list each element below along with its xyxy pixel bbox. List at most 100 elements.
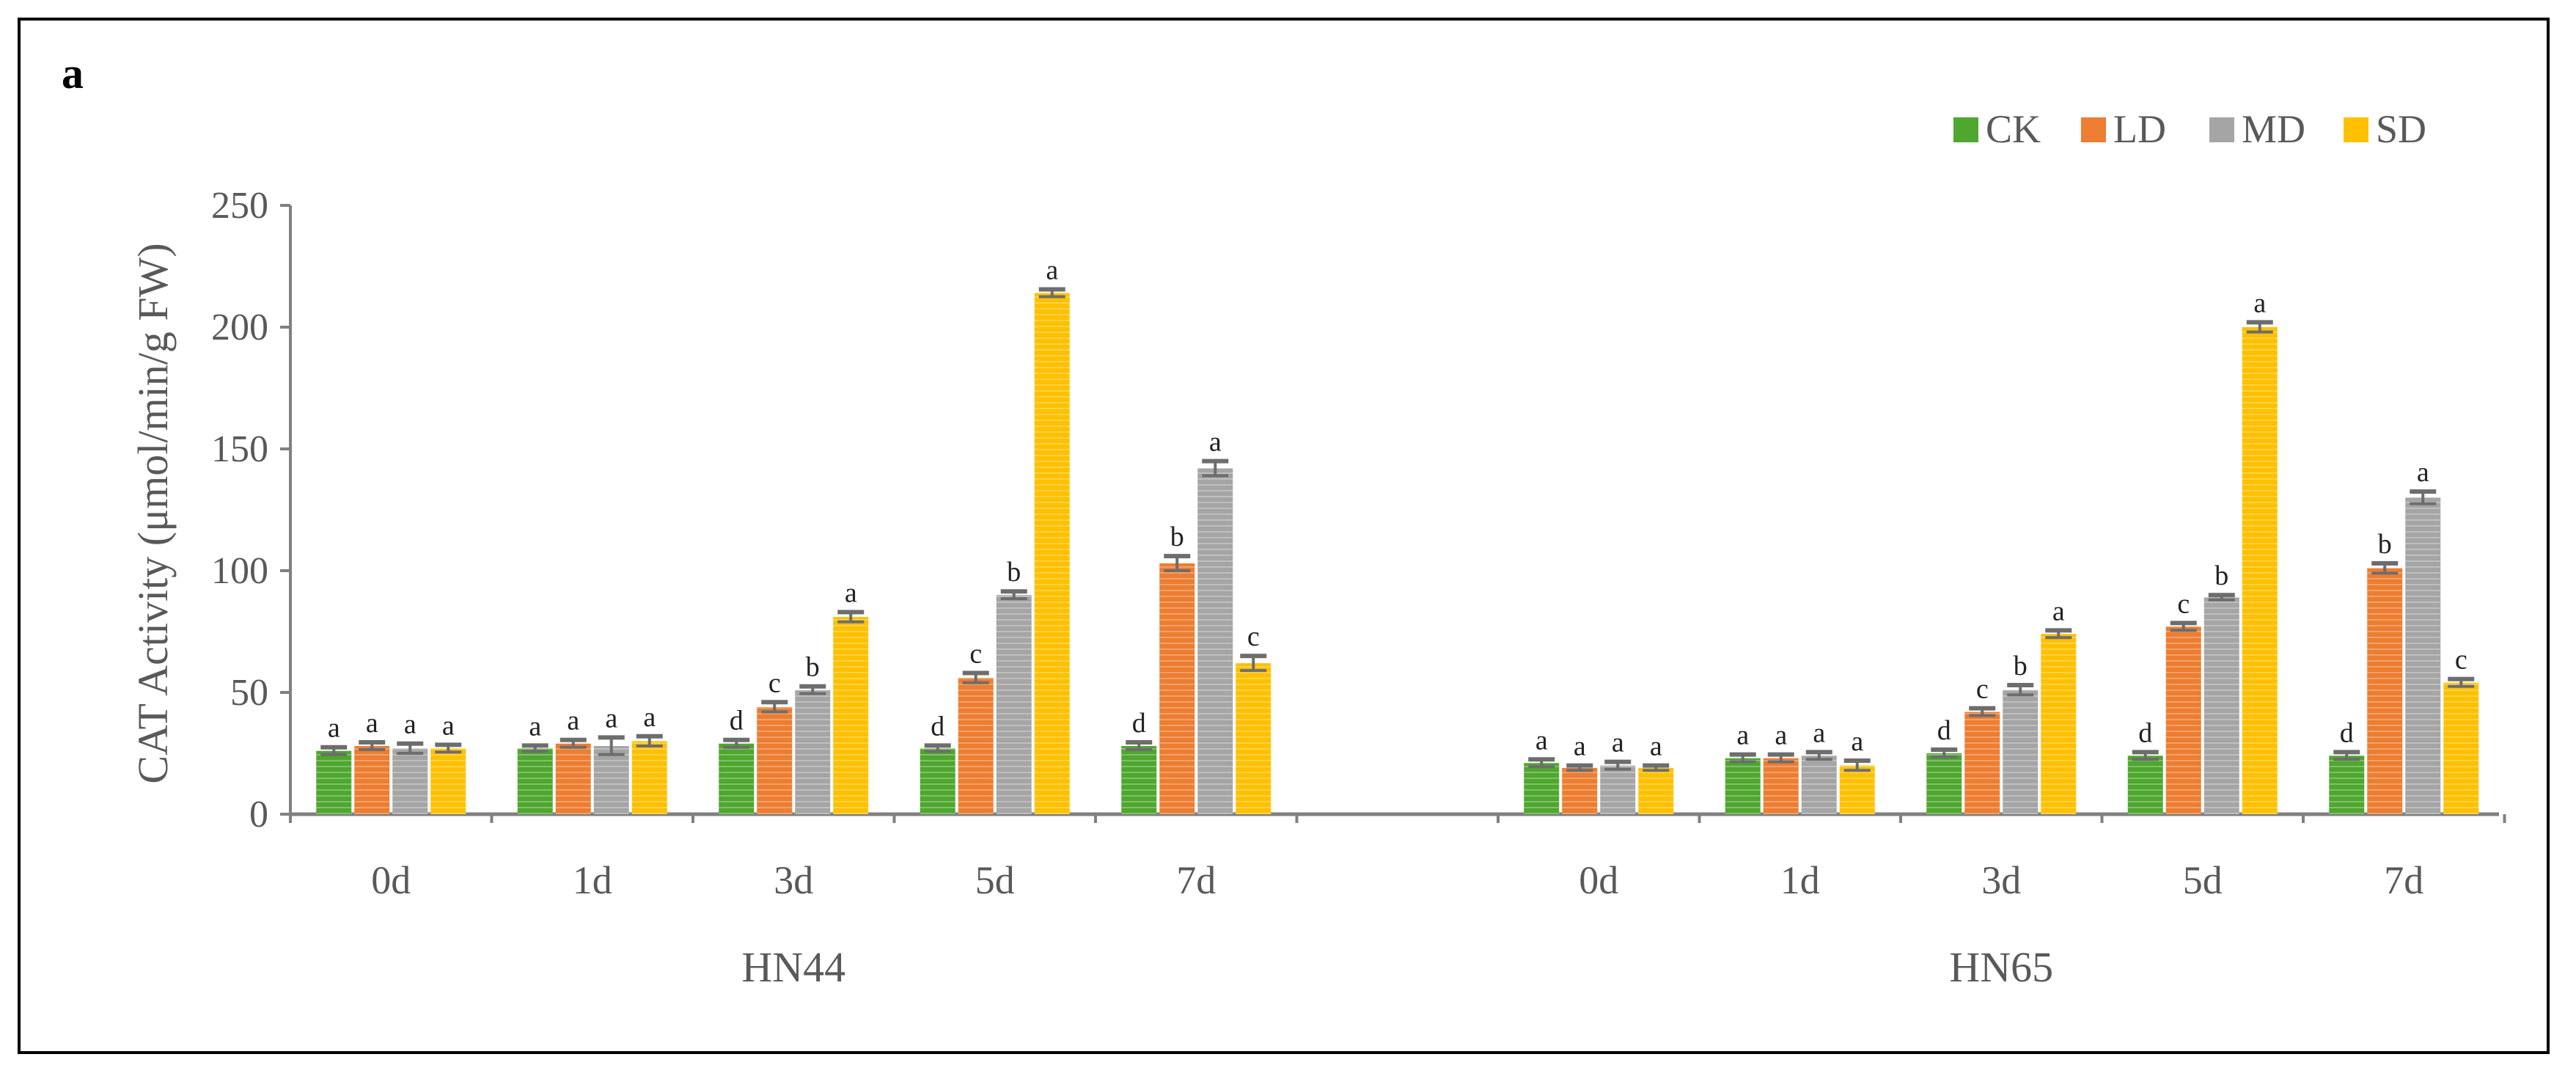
significance-label: a [529, 711, 541, 742]
significance-label: a [1775, 720, 1787, 751]
significance-label: a [845, 577, 857, 608]
significance-label: a [1650, 731, 1662, 762]
significance-label: a [1046, 255, 1058, 286]
significance-label: c [2455, 645, 2467, 676]
bar-texture [719, 743, 755, 814]
y-tick-label: 50 [230, 672, 268, 714]
significance-label: a [366, 708, 378, 739]
significance-label: a [2052, 596, 2065, 626]
legend-label: CK [1986, 107, 2041, 151]
x-tick-label: 1d [1780, 858, 1820, 902]
bar-texture [555, 743, 591, 814]
bar-texture [354, 746, 390, 814]
axes: 0 50 100 150 200 250 0d 1d 3d 5d 7d HN44 0d 1d 3d 5d 7d H… [211, 185, 2506, 991]
y-tick-label: 250 [211, 185, 268, 227]
legend-swatch [2209, 117, 2234, 142]
significance-label: d [1937, 715, 1951, 746]
bar-texture [2203, 597, 2239, 814]
bar-texture [1524, 763, 1560, 814]
significance-label: a [1612, 728, 1624, 758]
bar-texture [1725, 758, 1761, 814]
bar-texture [1839, 765, 1875, 814]
legend-label: MD [2242, 107, 2305, 151]
bar-texture [1763, 758, 1799, 814]
significance-label: d [2340, 717, 2354, 748]
bar-texture [1236, 663, 1272, 814]
legend-swatch [1953, 117, 1978, 142]
x-tick-label: 7d [2384, 858, 2423, 902]
bar-texture [1562, 767, 1598, 814]
significance-label: a [1574, 731, 1586, 762]
bar-texture [958, 678, 994, 814]
significance-label: a [605, 703, 617, 734]
significance-label: a [404, 709, 417, 740]
bar-texture [1964, 712, 2000, 814]
bars-layer [316, 287, 2479, 814]
significance-label: a [1813, 717, 1825, 748]
x-tick-label: 1d [573, 858, 612, 902]
x-tick-label: 3d [1981, 858, 2021, 902]
significance-label: a [2253, 288, 2266, 318]
chart-frame: a CAT Activity (μmol/min/g FW) CK LD MD SD … [18, 18, 2550, 1054]
legend-label: LD [2113, 107, 2166, 151]
bar-texture [2165, 626, 2201, 814]
bar-texture [1638, 767, 1674, 814]
bar-texture [833, 617, 869, 814]
significance-label: a [1535, 725, 1548, 756]
significance-label: a [567, 706, 579, 736]
bar-texture [2367, 568, 2403, 814]
x-tick-label: 5d [2183, 858, 2223, 902]
legend-swatch [2344, 117, 2368, 142]
significance-label: c [1976, 674, 1989, 705]
significance-label: a [2417, 457, 2429, 488]
bar-texture [795, 690, 831, 814]
bar-texture [1159, 563, 1195, 814]
significance-label: b [1007, 557, 1021, 588]
bar-texture [593, 746, 629, 814]
bar-texture [2329, 756, 2365, 814]
significance-label: a [1736, 720, 1749, 751]
significance-label: b [806, 652, 820, 683]
bar-texture [1034, 293, 1070, 814]
significance-label: c [1247, 621, 1260, 652]
bar-chart: a CAT Activity (μmol/min/g FW) CK LD MD SD … [62, 49, 2506, 991]
significance-label: b [2214, 560, 2228, 591]
significance-label: d [1132, 708, 1146, 739]
y-tick-label: 200 [211, 307, 268, 348]
panel-label: a [62, 49, 84, 98]
significance-label: b [2378, 529, 2392, 560]
bar-texture [2003, 690, 2039, 814]
bar-texture [757, 706, 793, 814]
x-tick-label: 0d [371, 858, 411, 902]
bar-texture [2127, 756, 2163, 814]
bar-texture [316, 750, 352, 814]
bar-texture [1600, 765, 1636, 814]
bar-texture [631, 741, 667, 814]
bar-texture [920, 748, 955, 814]
y-tick-label: 0 [249, 794, 268, 835]
y-tick-label: 100 [211, 550, 268, 592]
significance-label: a [1851, 726, 1863, 757]
significance-label: c [2177, 588, 2190, 619]
y-tick-label: 150 [211, 428, 268, 470]
bar-texture [1121, 746, 1157, 814]
significance-label: c [768, 667, 781, 698]
legend-swatch [2081, 117, 2106, 142]
legend-label: SD [2376, 107, 2426, 151]
x-tick-label: 5d [975, 858, 1015, 902]
bar-texture [392, 748, 428, 814]
significance-label: d [2138, 717, 2152, 748]
bar-texture [2405, 497, 2441, 814]
bar-texture [1926, 753, 1962, 814]
significance-label: a [442, 710, 455, 741]
bar-texture [430, 748, 466, 814]
bar-texture [2443, 682, 2479, 814]
bar-texture [2041, 634, 2077, 814]
significance-label: b [2014, 651, 2028, 681]
bar-texture [517, 748, 553, 814]
significance-label: d [730, 706, 744, 736]
x-tick-label: 3d [774, 858, 813, 902]
bar-texture [996, 595, 1032, 814]
legend: CK LD MD SD [1953, 107, 2426, 151]
